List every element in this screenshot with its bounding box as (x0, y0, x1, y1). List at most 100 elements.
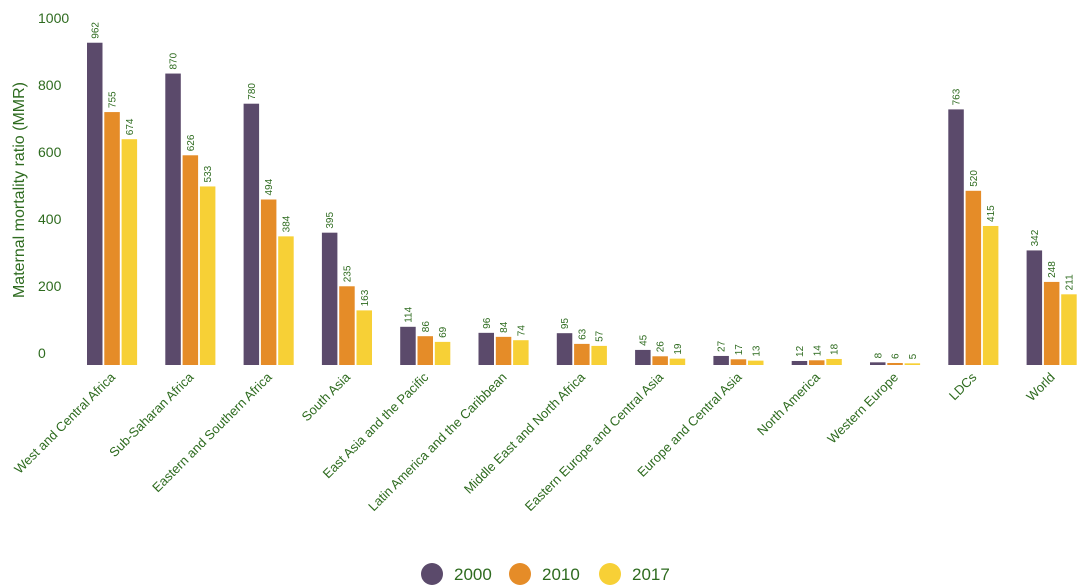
data-label: 384 (281, 215, 292, 232)
data-label: 248 (1047, 261, 1058, 278)
data-label: 870 (169, 52, 180, 69)
legend-swatch (509, 563, 531, 585)
category-label: Eastern Europe and Central Asia (522, 369, 667, 514)
y-axis-label: Maternal mortality ratio (MMR) (11, 82, 28, 298)
bar (948, 109, 964, 366)
category-label: North America (754, 369, 823, 438)
data-label: 95 (560, 318, 571, 330)
data-label: 763 (952, 88, 963, 105)
bar (182, 155, 199, 365)
y-tick-label: 400 (38, 211, 62, 227)
data-label: 520 (969, 170, 980, 187)
y-tick-label: 1000 (38, 10, 69, 26)
bar (121, 139, 138, 365)
data-label: 674 (125, 118, 136, 135)
bar (400, 326, 416, 365)
y-axis-ticks: 0 200 400 600 800 1000 (38, 10, 69, 361)
legend-swatch (599, 563, 621, 585)
data-label: 342 (1030, 229, 1041, 246)
bar (321, 232, 338, 365)
y-tick-label: 800 (38, 77, 62, 93)
data-label: 27 (717, 340, 728, 352)
category-label: World (1023, 370, 1057, 404)
category-label: South Asia (299, 369, 354, 424)
category-label: Latin America and the Caribbean (365, 370, 510, 515)
bar (104, 112, 120, 365)
bar (356, 310, 372, 365)
bar (556, 333, 573, 365)
bar (652, 356, 668, 365)
legend-swatch (421, 563, 443, 585)
data-label: 12 (795, 345, 806, 357)
bar (591, 345, 607, 365)
data-label: 415 (986, 205, 997, 222)
bar (1043, 281, 1060, 365)
legend: 2000 2010 2017 (421, 563, 670, 585)
bar (635, 349, 651, 365)
data-label: 96 (482, 317, 493, 329)
bar (965, 190, 982, 365)
bar (982, 225, 999, 365)
bar (165, 73, 181, 366)
bar (495, 336, 512, 365)
data-label: 5 (908, 353, 919, 359)
bar (826, 358, 842, 365)
y-tick-label: 200 (38, 278, 62, 294)
data-label: 6 (891, 353, 902, 359)
bar (887, 362, 903, 365)
data-label: 395 (325, 212, 336, 229)
bar (713, 355, 729, 365)
data-label: 57 (595, 330, 606, 342)
data-label: 626 (186, 134, 197, 151)
bar (870, 362, 886, 365)
data-label: 780 (247, 83, 258, 100)
bar (748, 360, 764, 365)
y-tick-label: 0 (38, 345, 46, 361)
data-label: 235 (342, 265, 353, 282)
bar (513, 340, 529, 365)
bar (669, 358, 686, 365)
bar (574, 343, 590, 365)
data-label: 13 (751, 345, 762, 357)
data-label: 84 (499, 321, 510, 333)
bar (417, 336, 433, 365)
bar (730, 359, 747, 365)
y-tick-label: 600 (38, 144, 62, 160)
bar (478, 332, 494, 365)
bar (1026, 250, 1043, 365)
bar (87, 42, 103, 365)
legend-label: 2010 (542, 565, 580, 584)
data-label: 962 (90, 22, 101, 39)
data-label: 19 (673, 343, 684, 355)
data-label: 17 (734, 344, 745, 356)
data-label: 114 (403, 306, 414, 322)
bar (243, 103, 260, 365)
data-label: 8 (873, 352, 884, 358)
data-label: 63 (577, 328, 588, 340)
category-label: Western Europe (824, 370, 901, 447)
data-label: 211 (1064, 274, 1075, 290)
bar (199, 186, 216, 365)
data-label: 69 (438, 326, 449, 338)
legend-label: 2017 (632, 565, 670, 584)
bar (1061, 294, 1077, 365)
bar (809, 360, 825, 365)
data-label: 45 (638, 334, 649, 346)
data-label: 533 (203, 165, 214, 182)
category-label: West and Central Africa (11, 369, 119, 477)
bar (278, 236, 294, 365)
data-label: 18 (830, 343, 841, 355)
bar (904, 363, 921, 365)
bar (260, 199, 277, 365)
legend-label: 2000 (454, 565, 492, 584)
data-label: 163 (360, 289, 371, 306)
data-label: 14 (812, 345, 823, 357)
data-label: 755 (108, 91, 119, 108)
category-label: LDCs (946, 369, 980, 403)
data-label: 74 (516, 325, 527, 337)
data-label: 26 (656, 341, 667, 353)
bar (339, 286, 355, 365)
